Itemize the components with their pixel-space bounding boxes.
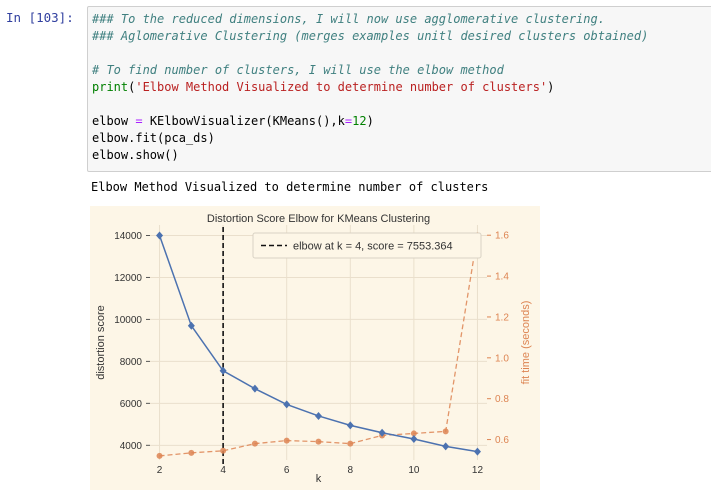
x-tick-label: 6 (284, 465, 290, 476)
y-tick-label: 12000 (114, 273, 142, 284)
y-tick-label: 10000 (114, 315, 142, 326)
code-string: 'Elbow Method Visualized to determine nu… (135, 80, 548, 94)
y2-axis-label: fit time (seconds) (520, 301, 532, 385)
distortion-point (219, 366, 227, 375)
code-operator: = (344, 114, 353, 128)
code-comment-line: # To find number of clusters, I will use… (92, 63, 504, 77)
code-paren: ) (547, 80, 555, 94)
y2-tick-label: 1.0 (495, 353, 509, 364)
code-text: KElbowVisualizer(KMeans(),k (142, 114, 345, 128)
fit-time-point (442, 428, 449, 435)
code-text: elbow (92, 114, 136, 128)
distortion-point (473, 447, 481, 456)
distortion-point (410, 435, 418, 444)
legend-box (252, 232, 482, 259)
distortion-point (156, 231, 164, 240)
x-axis-label: k (316, 473, 322, 485)
distortion-point (283, 400, 291, 409)
fit-time-point (156, 452, 163, 459)
code-cell[interactable]: ### To the reduced dimensions, I will no… (87, 6, 711, 172)
y-tick-label: 4000 (120, 441, 143, 452)
y2-tick-label: 1.2 (495, 312, 509, 323)
x-tick-label: 10 (408, 465, 420, 476)
code-comment-line: ### To the reduced dimensions, I will no… (92, 12, 605, 26)
code-builtin: print (92, 80, 129, 94)
distortion-point (251, 384, 259, 393)
distortion-point (187, 321, 195, 330)
fit-time-point (410, 430, 417, 437)
fit-time-point (315, 438, 322, 445)
code-operator: = (135, 114, 143, 128)
y-tick-label: 6000 (120, 399, 143, 410)
fit-time-point (283, 437, 290, 444)
distortion-point (346, 421, 354, 430)
distortion-point (442, 442, 450, 451)
y-axis-label: distortion score (95, 305, 107, 380)
code-number: 12 (352, 114, 367, 128)
x-tick-label: 2 (157, 465, 163, 476)
x-tick-label: 4 (220, 465, 226, 476)
y2-tick-label: 0.8 (495, 394, 509, 405)
code-line: elbow.fit(pca_ds) (92, 131, 215, 145)
code-comment-line: ### Aglomerative Clustering (merges exam… (92, 29, 649, 43)
y-tick-label: 14000 (114, 231, 142, 242)
fit-time-point (347, 440, 354, 447)
cell-prompt: In [103]: (6, 10, 74, 25)
y-tick-label: 8000 (120, 357, 143, 368)
fit-time-point (251, 440, 258, 447)
code-paren: ( (128, 80, 136, 94)
distortion-point (378, 428, 386, 437)
elbow-chart: Distortion Score Elbow for KMeans Cluste… (90, 206, 540, 490)
code-editor[interactable]: ### To the reduced dimensions, I will no… (92, 11, 648, 164)
fit-time-point (220, 447, 227, 454)
y2-tick-label: 1.6 (495, 231, 509, 242)
cell-output-text: Elbow Method Visualized to determine num… (91, 180, 489, 194)
x-tick-label: 12 (472, 465, 484, 476)
chart-title: Distortion Score Elbow for KMeans Cluste… (207, 213, 430, 225)
fit-time-point (188, 449, 195, 456)
x-tick-label: 8 (348, 465, 354, 476)
code-text: ) (366, 114, 374, 128)
y2-tick-label: 0.6 (495, 435, 509, 446)
y2-tick-label: 1.4 (495, 272, 509, 283)
code-line: elbow.show() (92, 148, 179, 162)
legend-label: elbow at k = 4, score = 7553.364 (293, 241, 453, 253)
distortion-point (315, 411, 322, 420)
